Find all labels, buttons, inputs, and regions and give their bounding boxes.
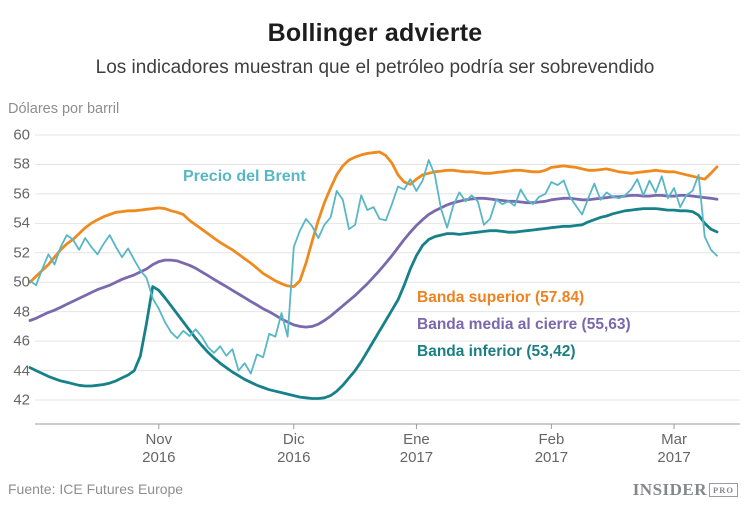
y-tick-label-50: 50 [13, 273, 30, 291]
y-tick-label-54: 54 [13, 214, 30, 232]
x-tick-month: Dic [282, 431, 305, 448]
x-tick-label-Dic: Dic 2016 [254, 431, 334, 467]
logo-badge: PRO [709, 483, 738, 497]
middle-band-label: Banda media al cierre (55,63) [417, 316, 633, 334]
x-tick-year: 2017 [534, 449, 569, 466]
chart-title: Bollinger advierte [267, 19, 483, 47]
brent-series-label: Precio del Brent [183, 168, 306, 185]
x-tick-label-Feb: Feb 2017 [511, 431, 591, 467]
x-tick-label-Nov: Nov 2016 [119, 431, 199, 467]
upper-band-label: Banda superior (57.84) [417, 289, 587, 307]
x-tick-year: 2017 [657, 449, 691, 466]
y-tick-label-56: 56 [13, 185, 30, 203]
upper-line [28, 150, 719, 289]
x-tick-month: Feb [538, 431, 565, 448]
x-tick-year: 2017 [399, 449, 434, 466]
insiderpro-logo: INSIDER PRO [633, 480, 738, 500]
x-tick-month: Mar [661, 431, 687, 448]
x-tick-label-Ene: Ene 2017 [376, 431, 456, 467]
y-tick-label-46: 46 [13, 332, 30, 350]
source-text: Fuente: ICE Futures Europe [8, 481, 184, 497]
y-tick-label-52: 52 [13, 244, 30, 262]
y-tick-label-60: 60 [13, 126, 30, 144]
x-tick-year: 2016 [277, 449, 311, 466]
y-tick-label-44: 44 [13, 362, 30, 380]
logo-text: INSIDER [632, 480, 708, 499]
x-tick-month: Nov [145, 431, 173, 448]
brent-line [29, 159, 718, 375]
y-tick-label-42: 42 [13, 391, 30, 409]
x-tick-year: 2016 [142, 449, 176, 466]
y-tick-label-48: 48 [13, 303, 30, 321]
x-tick-label-Mar: Mar 2017 [634, 431, 714, 467]
x-tick-month: Ene [403, 431, 430, 448]
lower-line [28, 207, 719, 400]
middle-line [28, 193, 719, 329]
lower-band-label: Banda inferior (53,42) [417, 343, 578, 361]
y-axis-title: Dólares por barril [8, 101, 120, 117]
y-tick-label-58: 58 [13, 155, 30, 173]
chart-subtitle: Los indicadores muestran que el petróleo… [95, 57, 655, 78]
